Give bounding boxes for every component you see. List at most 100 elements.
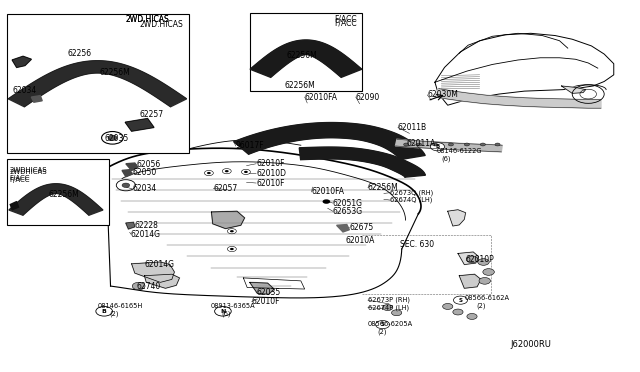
Text: 62030M: 62030M	[428, 90, 458, 99]
Text: F/ACC: F/ACC	[10, 175, 30, 181]
Text: 62256M: 62256M	[287, 51, 317, 60]
Polygon shape	[126, 163, 138, 170]
Text: 62257: 62257	[140, 110, 164, 119]
Circle shape	[495, 143, 500, 146]
Text: 62090: 62090	[356, 93, 380, 102]
Circle shape	[479, 278, 490, 284]
Circle shape	[443, 304, 453, 310]
Circle shape	[230, 230, 234, 232]
Circle shape	[433, 143, 438, 146]
Polygon shape	[448, 210, 466, 226]
Text: 62010P: 62010P	[466, 255, 494, 264]
Text: 62010FA: 62010FA	[305, 93, 338, 102]
Circle shape	[244, 171, 248, 173]
Polygon shape	[122, 170, 132, 177]
Text: (6): (6)	[442, 155, 451, 162]
Text: 62011A: 62011A	[407, 139, 436, 148]
Text: 62256M: 62256M	[285, 81, 316, 90]
Text: 62228: 62228	[134, 221, 158, 230]
Text: 2WD.HICAS: 2WD.HICAS	[125, 15, 169, 24]
Polygon shape	[126, 222, 135, 229]
Text: 2WDHICAS: 2WDHICAS	[10, 169, 47, 175]
Text: SEC. 630: SEC. 630	[400, 240, 434, 249]
Text: 62056: 62056	[137, 160, 161, 169]
Text: S: S	[381, 322, 385, 327]
Circle shape	[483, 269, 494, 275]
Text: 62674Q (LH): 62674Q (LH)	[390, 197, 433, 203]
Text: 62034: 62034	[132, 185, 157, 193]
Text: B: B	[435, 144, 440, 149]
Circle shape	[449, 143, 454, 146]
Polygon shape	[8, 61, 187, 107]
Text: 08146-6122G: 08146-6122G	[437, 148, 483, 154]
Text: 62256M: 62256M	[49, 190, 79, 199]
Text: 62674P (LH): 62674P (LH)	[368, 304, 409, 311]
Text: 08146-6165H: 08146-6165H	[98, 304, 143, 310]
Circle shape	[222, 169, 231, 174]
Text: 62014G: 62014G	[131, 230, 161, 239]
Circle shape	[207, 172, 211, 174]
Circle shape	[417, 143, 422, 146]
Circle shape	[376, 321, 390, 329]
Text: (6): (6)	[221, 311, 231, 317]
Polygon shape	[458, 252, 478, 264]
Circle shape	[108, 135, 117, 140]
Polygon shape	[300, 147, 426, 177]
Polygon shape	[250, 40, 362, 77]
Text: 08566-6205A: 08566-6205A	[368, 321, 413, 327]
Circle shape	[96, 307, 113, 316]
Circle shape	[122, 183, 130, 187]
Polygon shape	[9, 184, 103, 215]
Text: (2): (2)	[476, 302, 486, 309]
Circle shape	[227, 246, 236, 251]
Polygon shape	[234, 122, 425, 160]
Circle shape	[204, 170, 213, 176]
Polygon shape	[10, 202, 19, 210]
Text: 62050: 62050	[132, 168, 157, 177]
Text: 62051G: 62051G	[333, 199, 363, 208]
Polygon shape	[396, 140, 502, 152]
Circle shape	[383, 305, 393, 311]
Circle shape	[431, 142, 445, 151]
Circle shape	[214, 307, 231, 316]
Circle shape	[225, 170, 228, 172]
Bar	[250, 13, 362, 91]
Text: (2): (2)	[109, 311, 119, 317]
Circle shape	[230, 248, 234, 250]
Circle shape	[323, 199, 330, 204]
Circle shape	[453, 309, 463, 315]
Text: (2): (2)	[378, 328, 387, 334]
Text: 62673Q (RH): 62673Q (RH)	[390, 189, 433, 196]
Text: 62256M: 62256M	[100, 68, 131, 77]
Circle shape	[132, 282, 145, 290]
Circle shape	[454, 296, 467, 304]
Text: 62673P (RH): 62673P (RH)	[368, 297, 410, 304]
Bar	[7, 159, 109, 225]
Polygon shape	[435, 89, 601, 108]
Polygon shape	[250, 282, 274, 294]
Text: 62011B: 62011B	[398, 123, 427, 132]
Polygon shape	[337, 225, 349, 232]
Circle shape	[404, 143, 409, 146]
Text: F/ACC: F/ACC	[10, 177, 30, 183]
Text: 08566-6162A: 08566-6162A	[465, 295, 509, 301]
Text: 2WD.HICAS: 2WD.HICAS	[125, 15, 169, 24]
Text: 62035: 62035	[104, 134, 129, 143]
Bar	[7, 14, 189, 153]
Text: 62740: 62740	[136, 282, 161, 291]
Text: 62256: 62256	[68, 49, 92, 58]
Text: 62256M: 62256M	[368, 183, 399, 192]
Text: 62675: 62675	[349, 223, 374, 232]
Circle shape	[467, 256, 477, 263]
Text: F/ACC: F/ACC	[335, 15, 357, 24]
Text: S: S	[458, 298, 463, 303]
Polygon shape	[125, 119, 154, 131]
Polygon shape	[12, 56, 31, 67]
Circle shape	[241, 169, 250, 174]
Text: 62010F: 62010F	[256, 159, 285, 168]
Text: 08913-6365A: 08913-6365A	[210, 304, 255, 310]
Polygon shape	[145, 274, 179, 288]
Text: 62010F: 62010F	[252, 297, 280, 306]
Text: N: N	[220, 309, 226, 314]
Text: 62010F: 62010F	[256, 179, 285, 187]
